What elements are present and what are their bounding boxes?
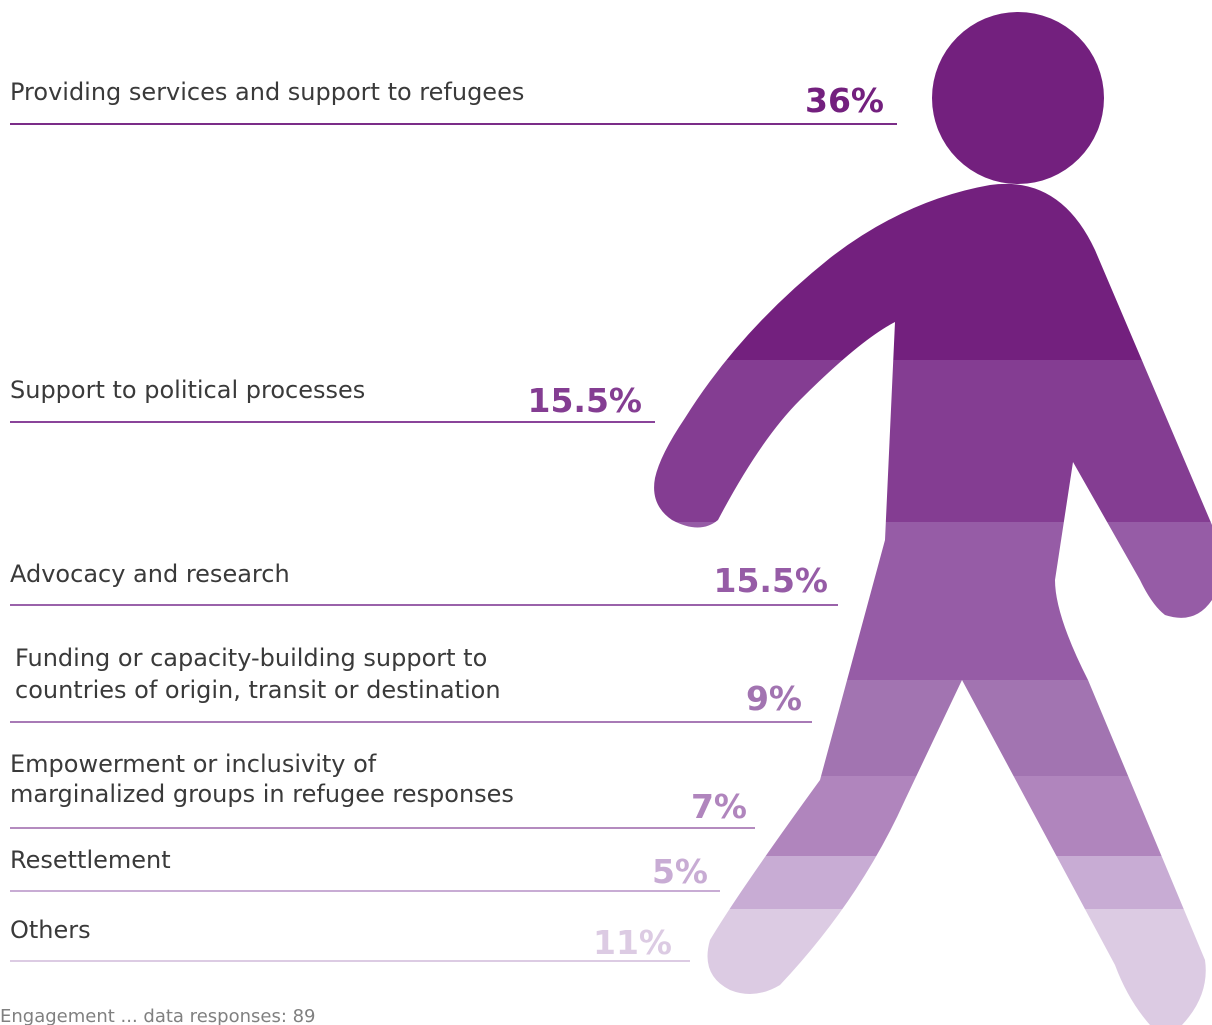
band-funding bbox=[654, 680, 1212, 776]
footer-note: Engagement ... data responses: 89 bbox=[0, 1006, 316, 1025]
category-label: Funding or capacity-building support to bbox=[15, 644, 487, 672]
band-others bbox=[654, 909, 1212, 1025]
category-label: Resettlement bbox=[10, 846, 171, 874]
category-label: Support to political processes bbox=[10, 376, 365, 404]
value-label: 11% bbox=[593, 923, 672, 962]
row-4: Empowerment or inclusivity ofmarginalize… bbox=[10, 750, 755, 829]
value-label: 5% bbox=[652, 852, 708, 891]
category-label: countries of origin, transit or destinat… bbox=[15, 676, 501, 704]
row-0: Providing services and support to refuge… bbox=[10, 78, 897, 125]
category-label: Advocacy and research bbox=[10, 560, 290, 588]
value-label: 15.5% bbox=[714, 561, 829, 600]
value-label: 36% bbox=[805, 81, 884, 120]
row-1: Support to political processes 15.5% bbox=[10, 376, 655, 423]
band-advocacy bbox=[654, 522, 1212, 680]
category-label: Others bbox=[10, 916, 91, 944]
row-3: Funding or capacity-building support to c… bbox=[10, 644, 812, 723]
category-label: Empowerment or inclusivity of bbox=[10, 750, 377, 778]
value-label: 15.5% bbox=[528, 381, 643, 420]
value-label: 9% bbox=[746, 679, 802, 718]
category-label: marginalized groups in refugee responses bbox=[10, 780, 514, 808]
row-6: Others 11% bbox=[10, 916, 690, 962]
category-label: Providing services and support to refuge… bbox=[10, 78, 524, 106]
band-political bbox=[654, 360, 1212, 522]
band-services bbox=[654, 12, 1212, 360]
row-2: Advocacy and research 15.5% bbox=[10, 560, 838, 606]
row-5: Resettlement 5% bbox=[10, 846, 720, 892]
value-label: 7% bbox=[691, 787, 747, 826]
